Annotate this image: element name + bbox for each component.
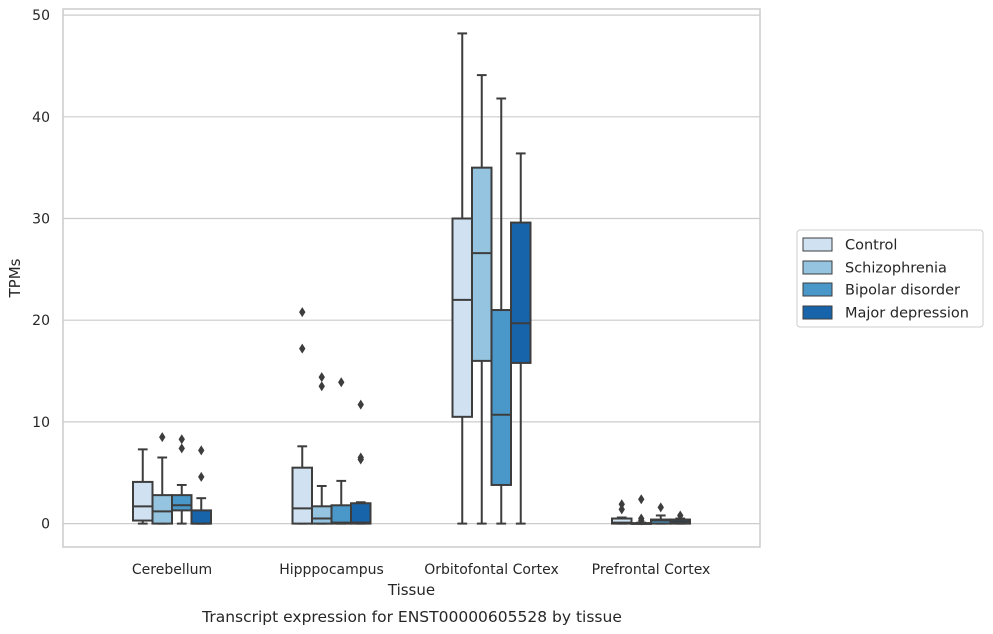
y-tick-label-0: 0 [41,517,50,533]
y-tick-label-50: 50 [32,8,50,24]
y-tick-label-40: 40 [32,110,50,126]
legend: Control Schizophrenia Bipolar disorder M… [796,229,984,328]
outlier-schizophrenia-prefrontal-cortex-2 [638,494,645,505]
y-axis-title: TPMs [6,258,24,298]
x-tick-label-cerebellum: Cerebellum [132,562,212,578]
box-major-depression-orbitofontal-cortex [510,221,532,364]
outlier-bipolar-disorder-hipppocampus-0 [338,377,345,388]
box-group-bipolar-disorder-cerebellum [171,434,193,525]
box-group-schizophrenia-hipppocampus [311,372,333,525]
legend-swatch-bipolar-disorder [802,282,833,297]
box-schizophrenia-hipppocampus [311,505,333,525]
box-control-orbitofontal-cortex [451,217,473,418]
box-major-depression-cerebellum [190,509,212,525]
box-group-control-hipppocampus [291,307,313,525]
y-tick-label-10: 10 [32,415,50,431]
legend-label-major-depression: Major depression [845,306,969,322]
outlier-bipolar-disorder-cerebellum-0 [178,443,185,454]
box-major-depression-hipppocampus [350,502,372,525]
x-tick-label-orbitofontal-cortex: Orbitofontal Cortex [424,562,559,578]
outlier-control-prefrontal-cortex-0 [618,504,625,515]
outlier-schizophrenia-cerebellum-0 [159,432,166,443]
box-bipolar-disorder-orbitofontal-cortex [490,309,512,486]
outlier-schizophrenia-hipppocampus-0 [318,381,325,392]
outlier-schizophrenia-hipppocampus-1 [318,372,325,383]
outlier-schizophrenia-prefrontal-cortex-1 [638,513,645,524]
box-group-major-depression-prefrontal-cortex [669,510,691,525]
x-tick-label-hipppocampus: Hipppocampus [279,562,384,578]
legend-label-bipolar-disorder: Bipolar disorder [845,283,960,299]
box-group-schizophrenia-cerebellum [151,432,173,525]
outlier-control-hipppocampus-1 [299,307,306,318]
x-tick-labels: Cerebellum Hipppocampus Orbitofontal Corte… [132,562,710,578]
box-group-bipolar-disorder-orbitofontal-cortex [490,97,512,525]
box-bipolar-disorder-cerebellum [171,494,193,512]
outlier-major-depression-cerebellum-0 [198,471,205,482]
box-group-bipolar-disorder-prefrontal-cortex [650,502,672,525]
legend-label-schizophrenia: Schizophrenia [845,261,947,277]
outlier-bipolar-disorder-prefrontal-cortex-0 [657,502,664,513]
chart-caption: Transcript expression for ENST0000060552… [201,608,622,626]
legend-swatch-major-depression [802,305,833,320]
y-tick-labels: 0 10 20 30 40 50 [32,8,50,533]
box-group-schizophrenia-orbitofontal-cortex [471,74,493,525]
outlier-major-depression-cerebellum-1 [198,445,205,456]
box-group-bipolar-disorder-hipppocampus [330,377,352,525]
box-group-major-depression-hipppocampus [350,399,372,525]
legend-frame [796,229,984,328]
box-bipolar-disorder-hipppocampus [330,504,352,525]
outlier-major-depression-hipppocampus-2 [357,399,364,410]
box-group-schizophrenia-prefrontal-cortex [630,494,652,526]
box-group-major-depression-cerebellum [190,445,212,525]
x-tick-label-prefrontal-cortex: Prefrontal Cortex [592,562,711,578]
boxes [132,32,691,526]
box-group-control-prefrontal-cortex [611,499,633,525]
y-tick-label-20: 20 [32,313,50,329]
box-schizophrenia-orbitofontal-cortex [471,166,493,362]
legend-swatch-control [802,237,833,252]
legend-swatch-schizophrenia [802,260,833,275]
box-group-control-cerebellum [132,448,154,525]
box-group-control-orbitofontal-cortex [451,32,473,525]
outlier-control-prefrontal-cortex-1 [618,499,625,510]
outlier-major-depression-prefrontal-cortex-0 [677,510,684,521]
legend-label-control: Control [845,238,897,254]
box-control-prefrontal-cortex [611,517,633,525]
plot-area-frame [62,8,761,548]
box-group-major-depression-orbitofontal-cortex [510,152,532,525]
outlier-major-depression-hipppocampus-1 [357,452,364,463]
outlier-control-hipppocampus-0 [299,343,306,354]
gridlines [63,14,760,525]
box-control-hipppocampus [291,466,313,525]
outlier-bipolar-disorder-cerebellum-1 [178,434,185,445]
y-tick-label-30: 30 [32,212,50,228]
box-schizophrenia-cerebellum [151,494,173,525]
box-control-cerebellum [132,480,154,522]
x-axis-title: Tissue [387,581,435,599]
